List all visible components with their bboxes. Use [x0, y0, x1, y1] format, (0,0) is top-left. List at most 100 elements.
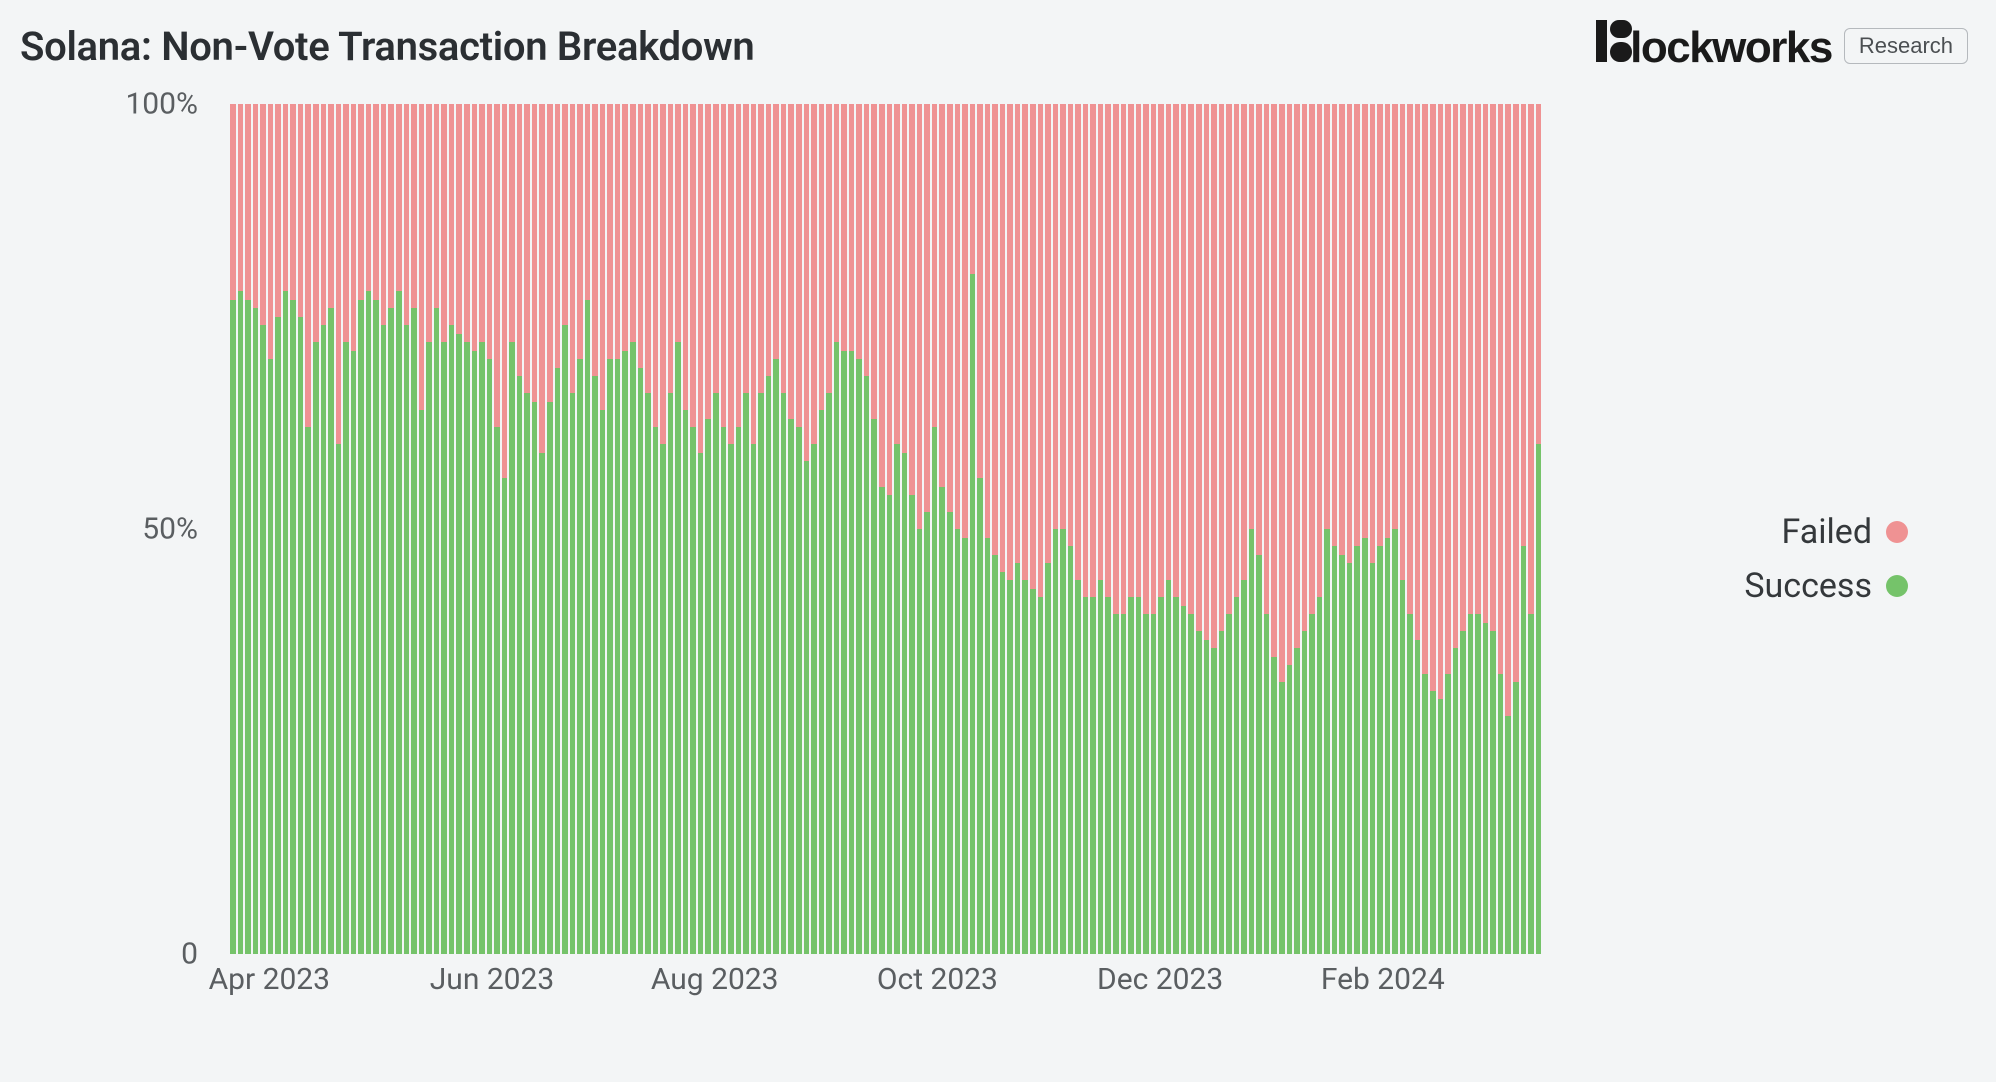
legend-label: Success — [1744, 566, 1872, 606]
bar-segment-failed — [487, 104, 493, 359]
stacked-bar — [962, 104, 968, 954]
bar-segment-success — [819, 410, 825, 954]
bar-segment-success — [856, 359, 862, 954]
bar-segment-failed — [1264, 104, 1270, 614]
bar-segment-success — [1430, 691, 1436, 955]
research-button[interactable]: Research — [1844, 28, 1968, 64]
bar-segment-failed — [1105, 104, 1111, 597]
bar-segment-failed — [1136, 104, 1142, 597]
y-axis: 050%100% — [20, 104, 210, 954]
stacked-bar — [434, 104, 440, 954]
stacked-bar — [1060, 104, 1066, 954]
bar-segment-success — [811, 444, 817, 954]
bar-segment-success — [441, 342, 447, 954]
stacked-bar — [1400, 104, 1406, 954]
bar-segment-success — [419, 410, 425, 954]
stacked-bar — [585, 104, 591, 954]
bar-segment-failed — [834, 104, 840, 342]
stacked-bar — [1249, 104, 1255, 954]
stacked-bar — [1128, 104, 1134, 954]
stacked-bar — [1324, 104, 1330, 954]
legend-dot-icon — [1886, 575, 1908, 597]
stacked-bar — [388, 104, 394, 954]
bar-segment-failed — [1287, 104, 1293, 665]
bar-segment-failed — [343, 104, 349, 342]
stacked-bar — [1083, 104, 1089, 954]
bar-segment-failed — [253, 104, 259, 308]
bar-segment-failed — [1445, 104, 1451, 674]
bar-segment-failed — [1460, 104, 1466, 631]
stacked-bar — [1505, 104, 1511, 954]
bar-segment-success — [713, 393, 719, 954]
bar-segment-failed — [1475, 104, 1481, 614]
stacked-bar — [1339, 104, 1345, 954]
bar-segment-success — [1128, 597, 1134, 954]
bar-segment-failed — [1166, 104, 1172, 580]
bar-segment-failed — [1513, 104, 1519, 682]
bar-segment-success — [1513, 682, 1519, 954]
stacked-bar — [668, 104, 674, 954]
stacked-bar — [494, 104, 500, 954]
bar-segment-failed — [924, 104, 930, 512]
stacked-bar — [615, 104, 621, 954]
bar-segment-failed — [1053, 104, 1059, 529]
bar-segment-failed — [1226, 104, 1232, 614]
bar-segment-success — [721, 427, 727, 954]
bar-segment-success — [909, 495, 915, 954]
stacked-bar — [955, 104, 961, 954]
stacked-bar — [426, 104, 432, 954]
bar-segment-failed — [811, 104, 817, 444]
stacked-bar — [577, 104, 583, 954]
bar-segment-failed — [728, 104, 734, 444]
bar-segment-success — [804, 461, 810, 954]
bar-segment-success — [1121, 614, 1127, 954]
bar-segment-failed — [690, 104, 696, 427]
bar-segment-success — [1483, 623, 1489, 955]
bar-segment-success — [887, 495, 893, 954]
bar-segment-success — [1287, 665, 1293, 954]
stacked-bar — [358, 104, 364, 954]
bar-segment-failed — [1392, 104, 1398, 529]
x-tick-label: Apr 2023 — [209, 962, 330, 997]
bar-segment-success — [1060, 529, 1066, 954]
stacked-bar — [1354, 104, 1360, 954]
bar-segment-failed — [283, 104, 289, 291]
stacked-bar — [1445, 104, 1451, 954]
bar-segment-failed — [328, 104, 334, 308]
bar-segment-success — [630, 342, 636, 954]
bar-segment-success — [404, 325, 410, 954]
bar-segment-success — [1460, 631, 1466, 954]
stacked-bar — [238, 104, 244, 954]
bar-segment-success — [1453, 648, 1459, 954]
bar-segment-success — [1370, 563, 1376, 954]
stacked-bar — [600, 104, 606, 954]
bar-segment-failed — [570, 104, 576, 393]
bar-segment-success — [992, 555, 998, 955]
bar-segment-success — [1302, 631, 1308, 954]
stacked-bar — [743, 104, 749, 954]
y-tick-label: 100% — [125, 87, 198, 122]
bar-segment-failed — [1128, 104, 1134, 597]
bar-segment-failed — [441, 104, 447, 342]
bar-segment-success — [358, 300, 364, 955]
bar-segment-success — [1324, 529, 1330, 954]
bar-segment-failed — [313, 104, 319, 342]
bar-segment-failed — [630, 104, 636, 342]
stacked-bar — [404, 104, 410, 954]
stacked-bar — [1392, 104, 1398, 954]
bar-segment-failed — [1483, 104, 1489, 623]
bar-segment-success — [1143, 614, 1149, 954]
bar-segment-success — [939, 487, 945, 955]
bar-segment-failed — [1528, 104, 1534, 614]
stacked-bar — [705, 104, 711, 954]
x-tick-label: Aug 2023 — [651, 962, 779, 997]
stacked-bar — [366, 104, 372, 954]
bar-segment-success — [1038, 597, 1044, 954]
bar-segment-success — [1075, 580, 1081, 954]
bar-segment-success — [230, 300, 236, 955]
bar-segment-failed — [1075, 104, 1081, 580]
stacked-bars — [230, 104, 1540, 954]
bar-segment-failed — [894, 104, 900, 444]
bar-segment-failed — [970, 104, 976, 274]
stacked-bar — [1422, 104, 1428, 954]
